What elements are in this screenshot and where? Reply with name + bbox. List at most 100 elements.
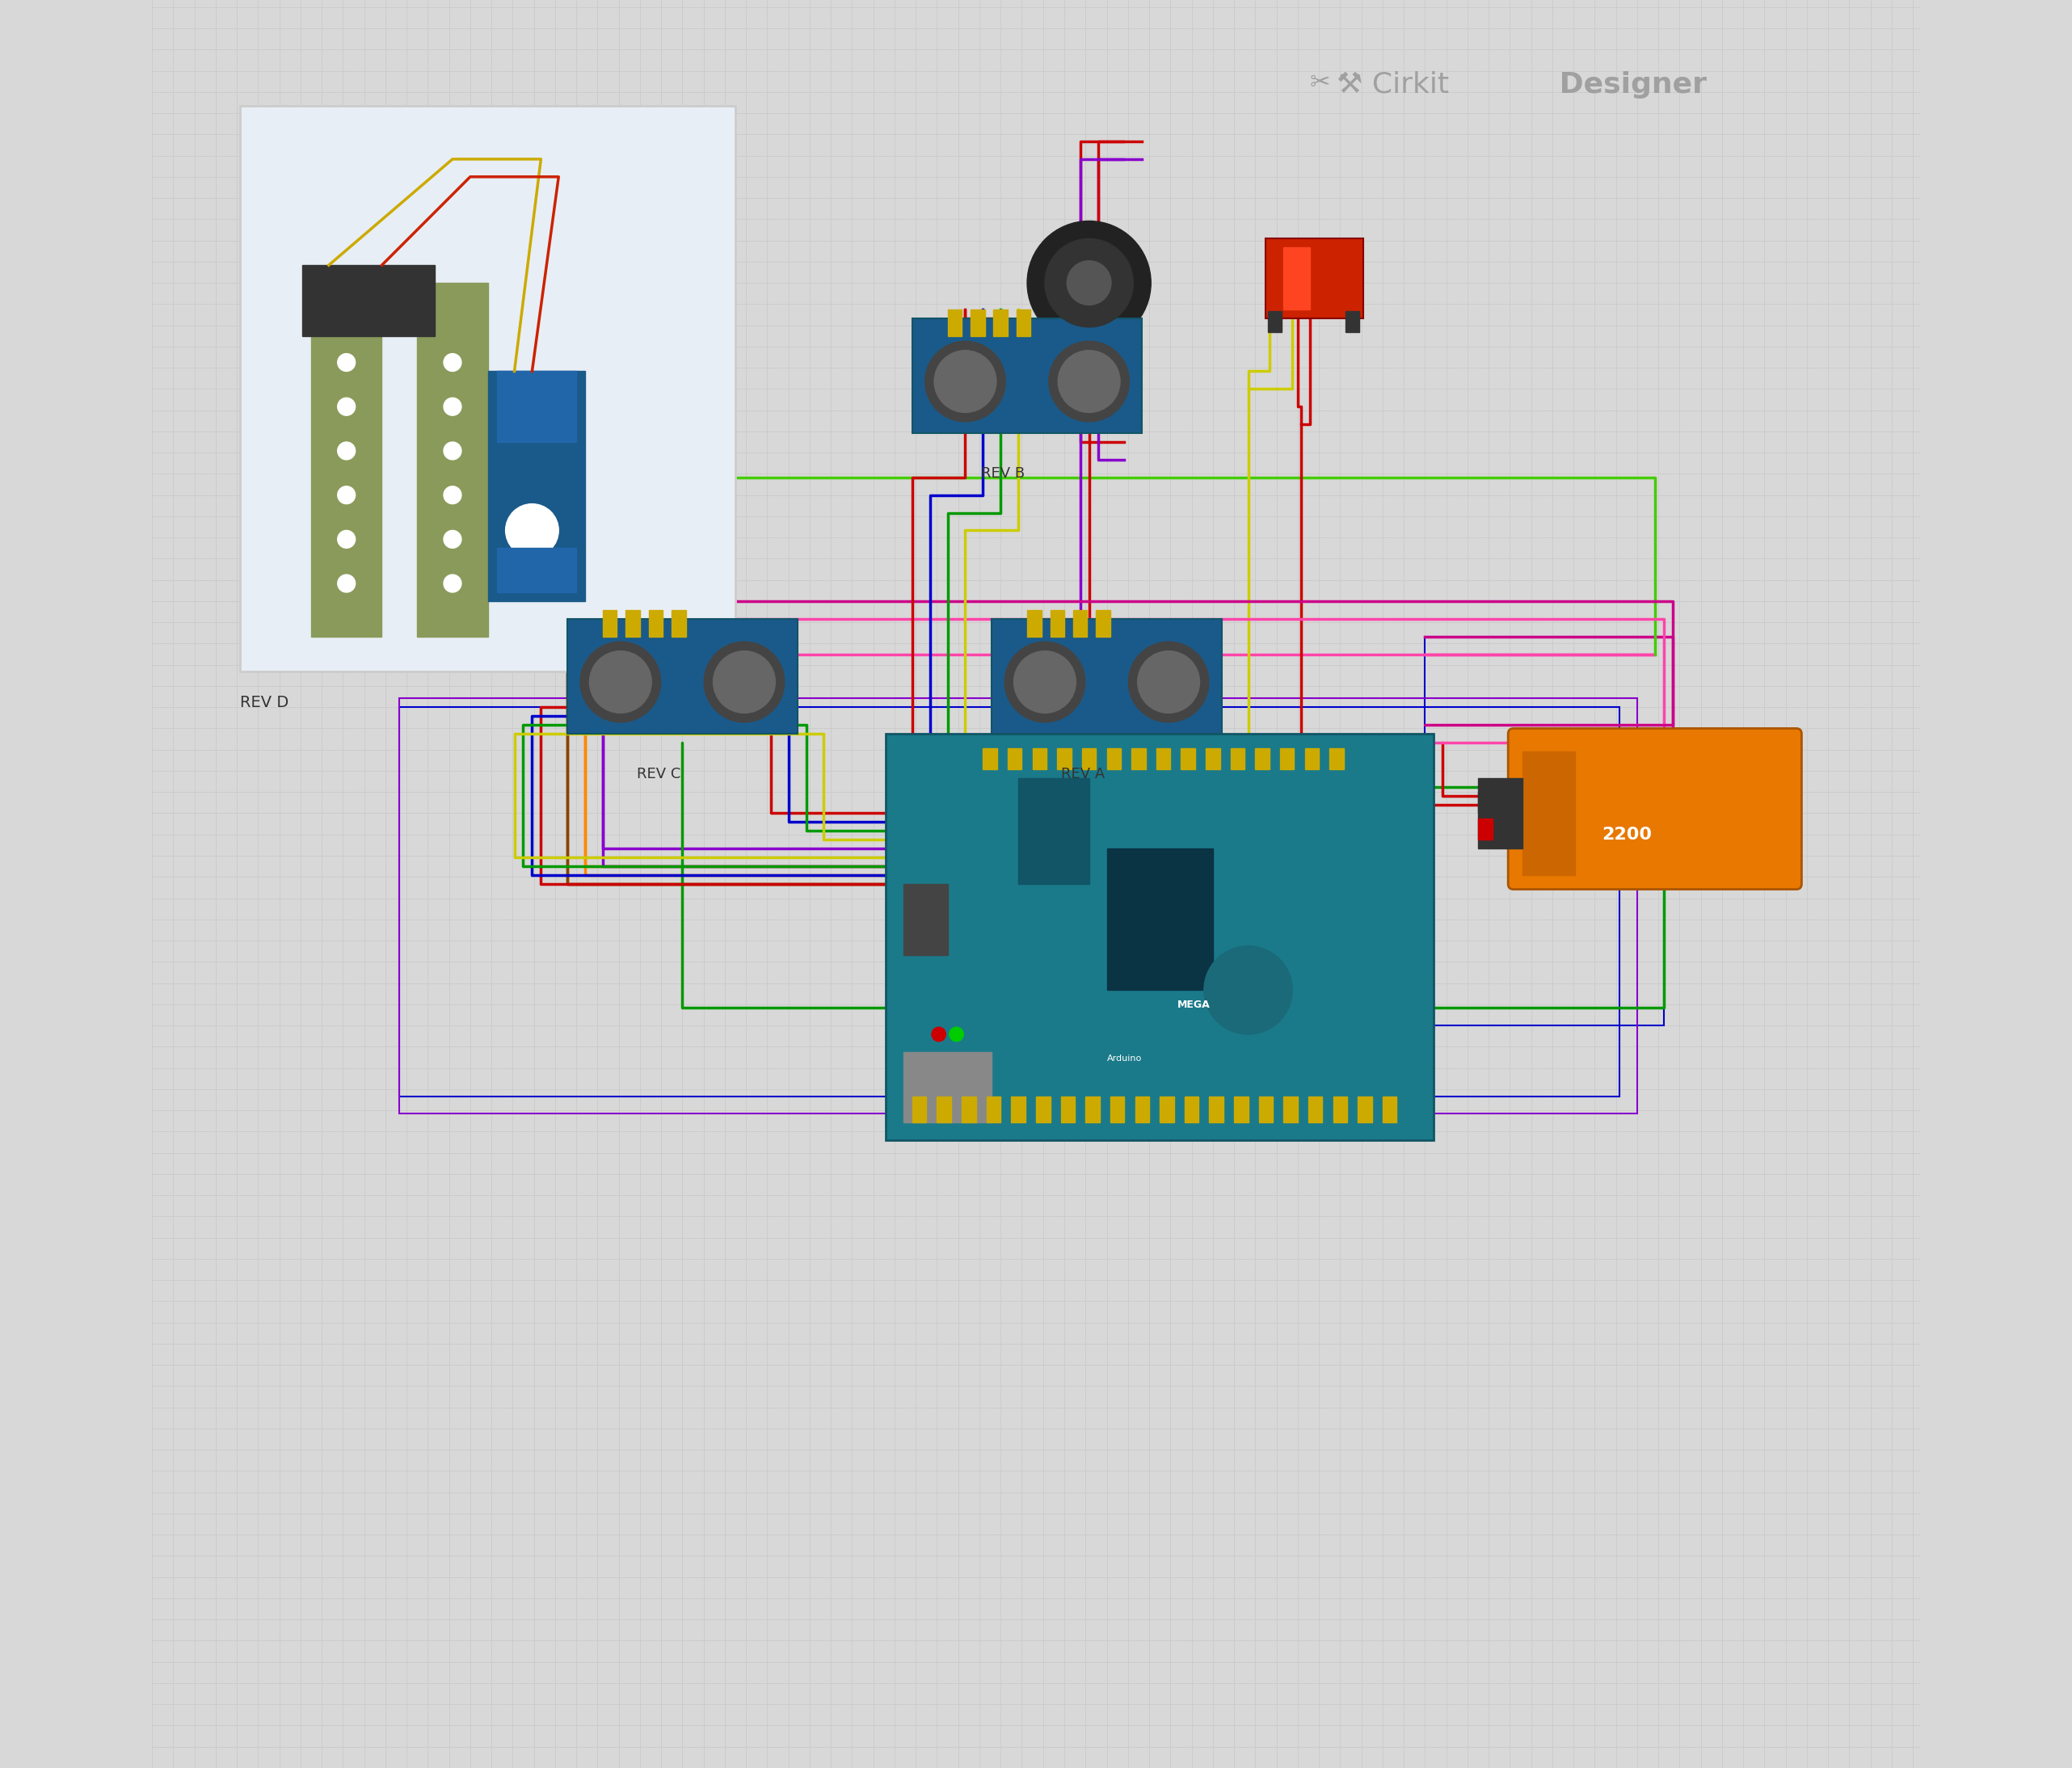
FancyBboxPatch shape bbox=[240, 106, 736, 672]
Bar bbox=[1051, 610, 1065, 636]
Bar bbox=[912, 1096, 926, 1123]
Text: REV C: REV C bbox=[636, 767, 680, 781]
Text: REV D: REV D bbox=[240, 695, 288, 711]
Bar bbox=[903, 884, 947, 955]
Text: Arduino: Arduino bbox=[1106, 1054, 1142, 1063]
Text: ⚒ Cirkit: ⚒ Cirkit bbox=[1336, 71, 1448, 99]
Bar bbox=[1382, 1096, 1397, 1123]
Bar bbox=[1357, 1096, 1372, 1123]
Circle shape bbox=[1129, 642, 1208, 723]
Bar bbox=[1106, 849, 1212, 990]
Bar bbox=[937, 1096, 951, 1123]
Bar bbox=[487, 371, 584, 601]
FancyBboxPatch shape bbox=[885, 734, 1434, 1140]
Bar bbox=[1073, 610, 1088, 636]
Bar bbox=[1007, 748, 1021, 769]
Bar bbox=[1111, 1096, 1125, 1123]
Circle shape bbox=[338, 398, 354, 415]
Bar bbox=[568, 619, 798, 734]
Circle shape bbox=[338, 486, 354, 504]
Circle shape bbox=[704, 642, 785, 723]
Bar bbox=[1135, 1096, 1150, 1123]
Bar bbox=[1280, 748, 1295, 769]
Bar bbox=[303, 265, 435, 336]
Bar bbox=[1210, 1096, 1222, 1123]
Bar bbox=[947, 309, 961, 336]
Bar bbox=[1028, 610, 1042, 636]
Bar bbox=[1268, 311, 1283, 332]
Bar bbox=[1206, 748, 1220, 769]
Bar bbox=[416, 283, 487, 636]
Bar bbox=[1477, 778, 1523, 849]
Circle shape bbox=[506, 504, 559, 557]
Bar bbox=[1086, 1096, 1100, 1123]
Bar bbox=[1017, 778, 1090, 884]
Circle shape bbox=[1005, 642, 1086, 723]
Circle shape bbox=[443, 442, 462, 460]
Bar bbox=[1156, 748, 1171, 769]
Bar bbox=[986, 1096, 1001, 1123]
Bar bbox=[903, 1052, 992, 1123]
Circle shape bbox=[1028, 221, 1150, 345]
Circle shape bbox=[338, 575, 354, 592]
Text: MEGA: MEGA bbox=[1177, 999, 1210, 1010]
Circle shape bbox=[580, 642, 661, 723]
Bar bbox=[1305, 748, 1320, 769]
Bar bbox=[992, 619, 1222, 734]
Circle shape bbox=[1013, 651, 1075, 713]
Circle shape bbox=[443, 575, 462, 592]
Circle shape bbox=[1044, 239, 1133, 327]
Bar bbox=[311, 283, 381, 636]
Circle shape bbox=[338, 354, 354, 371]
Bar bbox=[1181, 748, 1196, 769]
Bar bbox=[1260, 1096, 1272, 1123]
Bar bbox=[1131, 748, 1146, 769]
Bar bbox=[603, 610, 617, 636]
Bar bbox=[1332, 1096, 1347, 1123]
Circle shape bbox=[932, 1027, 945, 1041]
Bar bbox=[671, 610, 686, 636]
Bar bbox=[1106, 748, 1121, 769]
Bar bbox=[1011, 1096, 1026, 1123]
Circle shape bbox=[338, 442, 354, 460]
Circle shape bbox=[934, 350, 997, 412]
Circle shape bbox=[713, 651, 775, 713]
Text: 2200: 2200 bbox=[1602, 827, 1651, 843]
Bar bbox=[1283, 248, 1310, 309]
Bar bbox=[497, 371, 576, 442]
Bar bbox=[649, 610, 663, 636]
Bar bbox=[1082, 748, 1096, 769]
Bar bbox=[1345, 311, 1359, 332]
Bar bbox=[400, 707, 1620, 1096]
Bar bbox=[1330, 748, 1343, 769]
Circle shape bbox=[1138, 651, 1200, 713]
Bar bbox=[1266, 239, 1363, 318]
Bar bbox=[1057, 748, 1071, 769]
Circle shape bbox=[924, 341, 1005, 421]
Circle shape bbox=[1204, 946, 1293, 1034]
Bar bbox=[961, 1096, 976, 1123]
Bar bbox=[1477, 792, 1492, 813]
Circle shape bbox=[1059, 350, 1121, 412]
Bar bbox=[626, 610, 640, 636]
Bar bbox=[1096, 610, 1111, 636]
Bar bbox=[1235, 1096, 1247, 1123]
Circle shape bbox=[1067, 262, 1111, 304]
Circle shape bbox=[443, 398, 462, 415]
Text: REV B: REV B bbox=[982, 467, 1026, 481]
Circle shape bbox=[588, 651, 651, 713]
Bar bbox=[970, 309, 984, 336]
Bar bbox=[1426, 636, 1664, 1025]
Circle shape bbox=[443, 354, 462, 371]
Bar bbox=[1477, 819, 1492, 840]
Bar bbox=[1523, 751, 1575, 875]
Bar bbox=[1061, 1096, 1075, 1123]
Circle shape bbox=[338, 530, 354, 548]
Bar bbox=[1185, 1096, 1200, 1123]
Bar bbox=[995, 309, 1007, 336]
Circle shape bbox=[443, 530, 462, 548]
Text: REV A: REV A bbox=[1061, 767, 1104, 781]
Bar bbox=[1032, 748, 1046, 769]
Text: ✂: ✂ bbox=[1310, 71, 1330, 94]
Bar bbox=[982, 748, 997, 769]
